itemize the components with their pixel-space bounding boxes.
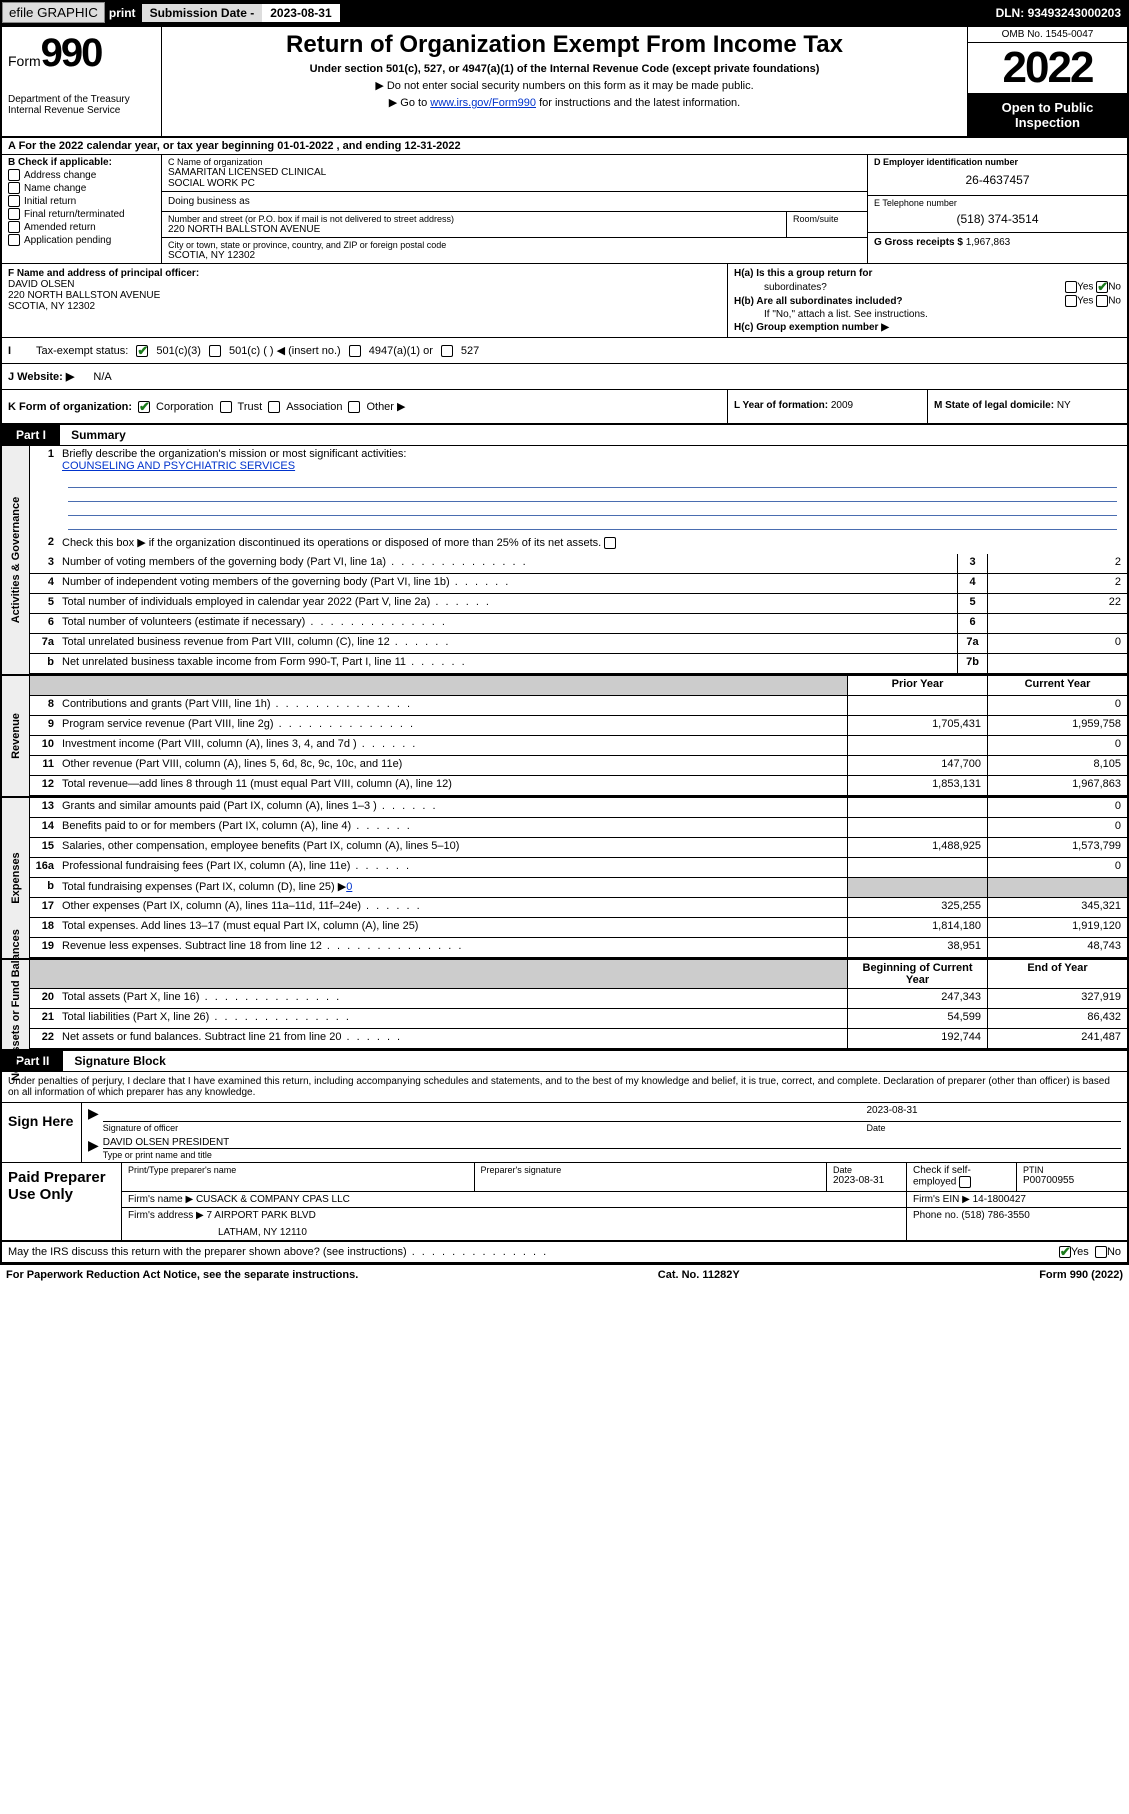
efile-button[interactable]: efile GRAPHIC <box>2 2 105 23</box>
phone-value: (518) 374-3514 <box>874 208 1121 230</box>
trust-checkbox[interactable] <box>220 401 232 413</box>
declaration-text: Under penalties of perjury, I declare th… <box>2 1072 1127 1103</box>
part-ii-title: Signature Block <box>66 1051 173 1071</box>
sig-date: 2023-08-31 <box>866 1105 1121 1121</box>
paid-preparer-label: Paid Preparer Use Only <box>2 1163 122 1240</box>
arrow-icon: ▶ <box>88 1105 99 1133</box>
ssn-warning: ▶ Do not enter social security numbers o… <box>168 79 961 92</box>
self-employed-checkbox[interactable] <box>959 1176 971 1188</box>
line7a-value: 0 <box>987 634 1127 653</box>
line4-value: 2 <box>987 574 1127 593</box>
discuss-yes-checkbox[interactable] <box>1059 1246 1071 1258</box>
line-i-tax-exempt: I Tax-exempt status: 501(c)(3) 501(c) ( … <box>2 338 1127 364</box>
arrow-icon: ▶ <box>88 1137 99 1160</box>
fundraising-link[interactable]: 0 <box>346 881 352 893</box>
ptin-value: P00700955 <box>1023 1175 1121 1186</box>
gross-receipts: G Gross receipts $ 1,967,863 <box>868 233 1127 252</box>
box-c-org-info: C Name of organization SAMARITAN LICENSE… <box>162 155 867 263</box>
subtitle-section: Under section 501(c), 527, or 4947(a)(1)… <box>168 63 961 75</box>
page-footer: For Paperwork Reduction Act Notice, see … <box>0 1265 1129 1285</box>
box-d-e-g: D Employer identification number 26-4637… <box>867 155 1127 263</box>
501c-checkbox[interactable] <box>209 345 221 357</box>
part-i-title: Summary <box>63 425 134 445</box>
current-year-header: Current Year <box>987 676 1127 695</box>
line7b-value <box>987 654 1127 673</box>
end-year-header: End of Year <box>987 960 1127 988</box>
firm-name: CUSACK & COMPANY CPAS LLC <box>196 1194 350 1205</box>
application-pending-checkbox[interactable] <box>8 234 20 246</box>
ha-no-checkbox[interactable] <box>1096 281 1108 293</box>
line-k-form-org: K Form of organization: Corporation Trus… <box>2 390 727 423</box>
form-990: Form990 Department of the TreasuryIntern… <box>0 25 1129 1265</box>
form-number: Form990 <box>8 31 155 76</box>
tax-year: 2022 <box>968 43 1127 94</box>
amended-return-checkbox[interactable] <box>8 221 20 233</box>
other-checkbox[interactable] <box>348 401 360 413</box>
address-change-checkbox[interactable] <box>8 169 20 181</box>
form-title: Return of Organization Exempt From Incom… <box>168 31 961 59</box>
line-l-year: L Year of formation: 2009 <box>727 390 927 423</box>
initial-return-checkbox[interactable] <box>8 195 20 207</box>
final-return-checkbox[interactable] <box>8 208 20 220</box>
officer-name-title: DAVID OLSEN PRESIDENT <box>103 1137 1121 1148</box>
firm-phone: (518) 786-3550 <box>961 1210 1029 1221</box>
tab-revenue: Revenue <box>2 676 30 796</box>
dba-label: Doing business as <box>162 192 867 212</box>
hb-no-checkbox[interactable] <box>1096 295 1108 307</box>
corporation-checkbox[interactable] <box>138 401 150 413</box>
part-i-header: Part I <box>2 425 60 445</box>
name-change-checkbox[interactable] <box>8 182 20 194</box>
omb-number: OMB No. 1545-0047 <box>968 27 1127 43</box>
line6-value <box>987 614 1127 633</box>
line-a-tax-year: A For the 2022 calendar year, or tax yea… <box>2 138 1127 155</box>
beginning-year-header: Beginning of Current Year <box>847 960 987 988</box>
instructions-link-line: ▶ Go to www.irs.gov/Form990 for instruct… <box>168 96 961 109</box>
box-b-checkboxes: B Check if applicable: Address change Na… <box>2 155 162 263</box>
line3-value: 2 <box>987 554 1127 573</box>
527-checkbox[interactable] <box>441 345 453 357</box>
box-f-officer: F Name and address of principal officer:… <box>2 264 727 337</box>
sign-here-label: Sign Here <box>2 1103 82 1162</box>
line-m-state: M State of legal domicile: NY <box>927 390 1127 423</box>
association-checkbox[interactable] <box>268 401 280 413</box>
ha-yes-checkbox[interactable] <box>1065 281 1077 293</box>
ein-value: 26-4637457 <box>874 167 1121 193</box>
line-j-website: J Website: ▶ N/A <box>2 364 1127 390</box>
501c3-checkbox[interactable] <box>136 345 148 357</box>
hb-yes-checkbox[interactable] <box>1065 295 1077 307</box>
city-state-zip: SCOTIA, NY 12302 <box>168 250 861 261</box>
org-name-line2: SOCIAL WORK PC <box>168 178 861 189</box>
print-link[interactable]: print <box>109 6 136 20</box>
irs-discuss-line: May the IRS discuss this return with the… <box>2 1242 1127 1263</box>
box-h-group: H(a) Is this a group return for subordin… <box>727 264 1127 337</box>
tab-net-assets: Net Assets or Fund Balances <box>2 960 30 1049</box>
dept-treasury: Department of the TreasuryInternal Reven… <box>8 94 155 116</box>
topbar: efile GRAPHIC print Submission Date - 20… <box>0 0 1129 25</box>
street-address: 220 NORTH BALLSTON AVENUE <box>168 224 780 235</box>
org-name-line1: SAMARITAN LICENSED CLINICAL <box>168 167 861 178</box>
prior-year-header: Prior Year <box>847 676 987 695</box>
mission-text[interactable]: COUNSELING AND PSYCHIATRIC SERVICES <box>62 460 295 472</box>
4947a1-checkbox[interactable] <box>349 345 361 357</box>
submission-date-value: 2023-08-31 <box>262 4 339 22</box>
tab-activities-governance: Activities & Governance <box>2 446 30 674</box>
open-to-public: Open to PublicInspection <box>968 94 1127 136</box>
submission-date-label: Submission Date - <box>142 4 263 22</box>
discontinued-checkbox[interactable] <box>604 537 616 549</box>
dln: DLN: 93493243000203 <box>990 4 1127 22</box>
irs-gov-link[interactable]: www.irs.gov/Form990 <box>430 97 536 109</box>
firm-ein: 14-1800427 <box>973 1194 1026 1205</box>
discuss-no-checkbox[interactable] <box>1095 1246 1107 1258</box>
line5-value: 22 <box>987 594 1127 613</box>
